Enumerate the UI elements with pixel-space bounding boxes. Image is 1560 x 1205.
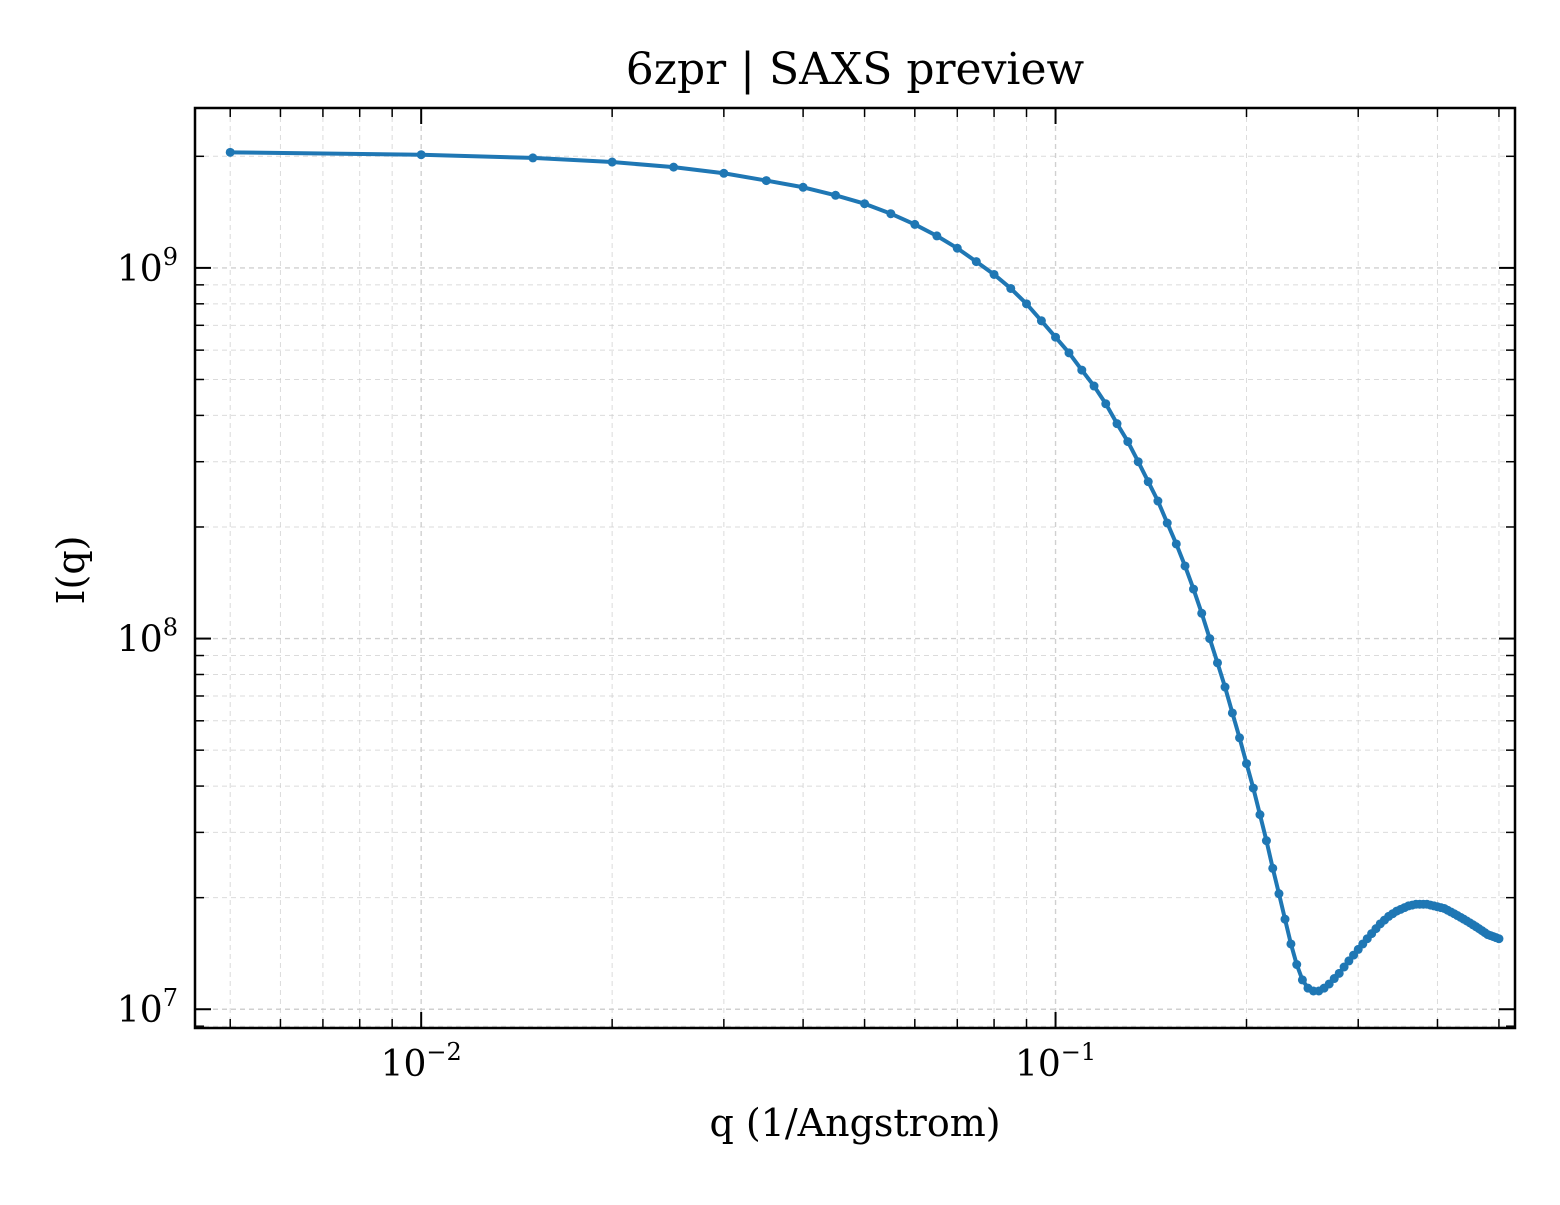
y-tick-label-base: 10 — [117, 620, 163, 661]
data-point — [1339, 962, 1349, 972]
series-layer — [225, 147, 1504, 996]
data-point — [1220, 682, 1230, 692]
data-point — [1255, 810, 1265, 820]
axis-ticks — [195, 108, 1515, 1028]
data-point — [1143, 477, 1153, 487]
data-point — [1051, 332, 1061, 342]
data-point — [1101, 399, 1111, 409]
data-point — [225, 147, 235, 157]
data-point — [952, 243, 962, 253]
data-point — [1189, 584, 1199, 594]
y-tick-label: 109 — [117, 243, 178, 290]
y-tick-label-base: 10 — [117, 990, 163, 1031]
y-tick-label-exp: 8 — [163, 614, 178, 642]
data-point — [1248, 783, 1258, 793]
data-point — [1162, 518, 1172, 528]
x-tick-label: 10−2 — [381, 1038, 462, 1085]
data-point — [416, 150, 426, 160]
data-point — [798, 182, 808, 192]
data-point — [1205, 634, 1215, 644]
data-point — [1297, 975, 1307, 985]
data-point — [719, 168, 729, 178]
y-tick-label-exp: 9 — [163, 243, 178, 271]
data-point — [971, 257, 981, 267]
data-point — [1292, 960, 1302, 970]
data-point — [669, 162, 679, 172]
data-point — [1153, 496, 1163, 506]
y-axis-label: I(q) — [49, 536, 93, 605]
data-point — [831, 190, 841, 200]
data-point — [886, 209, 896, 219]
x-axis-label: q (1/Angstrom) — [709, 1101, 1000, 1145]
data-point — [910, 219, 920, 229]
data-point — [860, 199, 870, 209]
y-tick-label-exp: 7 — [163, 984, 178, 1012]
data-point — [1089, 381, 1099, 391]
data-point — [1334, 968, 1344, 978]
chart-title: 6zpr | SAXS preview — [626, 44, 1085, 95]
grid — [195, 108, 1515, 1028]
data-point — [1180, 561, 1190, 571]
data-point — [1006, 283, 1016, 293]
x-tick-label-base: 10 — [1015, 1044, 1061, 1085]
data-point — [1286, 939, 1296, 949]
x-tick-label-base: 10 — [381, 1044, 427, 1085]
data-point — [1494, 934, 1504, 944]
data-point — [1036, 316, 1046, 326]
data-point — [1171, 539, 1181, 549]
plot-frame — [193, 106, 1517, 1030]
data-point — [528, 153, 538, 163]
data-point — [1197, 608, 1207, 618]
data-point — [1274, 889, 1284, 899]
data-point — [932, 231, 942, 241]
data-point — [1112, 419, 1122, 429]
y-tick-label: 108 — [117, 614, 178, 661]
data-point — [1235, 733, 1245, 743]
data-point — [1133, 457, 1143, 467]
data-point — [1077, 365, 1087, 375]
x-tick-label-exp: −2 — [426, 1038, 461, 1066]
data-point — [1022, 299, 1032, 309]
data-point — [607, 157, 617, 167]
data-point — [1212, 658, 1222, 668]
data-point — [1268, 863, 1278, 873]
data-point — [1280, 914, 1290, 924]
x-tick-label: 10−1 — [1015, 1038, 1096, 1085]
data-point — [1261, 836, 1271, 846]
data-point — [1123, 437, 1133, 447]
data-point — [761, 176, 771, 186]
y-tick-label-base: 10 — [117, 249, 163, 290]
y-tick-label: 107 — [117, 984, 178, 1031]
data-point — [1227, 708, 1237, 718]
data-point — [989, 269, 999, 279]
x-tick-label-exp: −1 — [1061, 1038, 1096, 1066]
data-point — [1064, 348, 1074, 358]
data-point — [1242, 759, 1252, 769]
